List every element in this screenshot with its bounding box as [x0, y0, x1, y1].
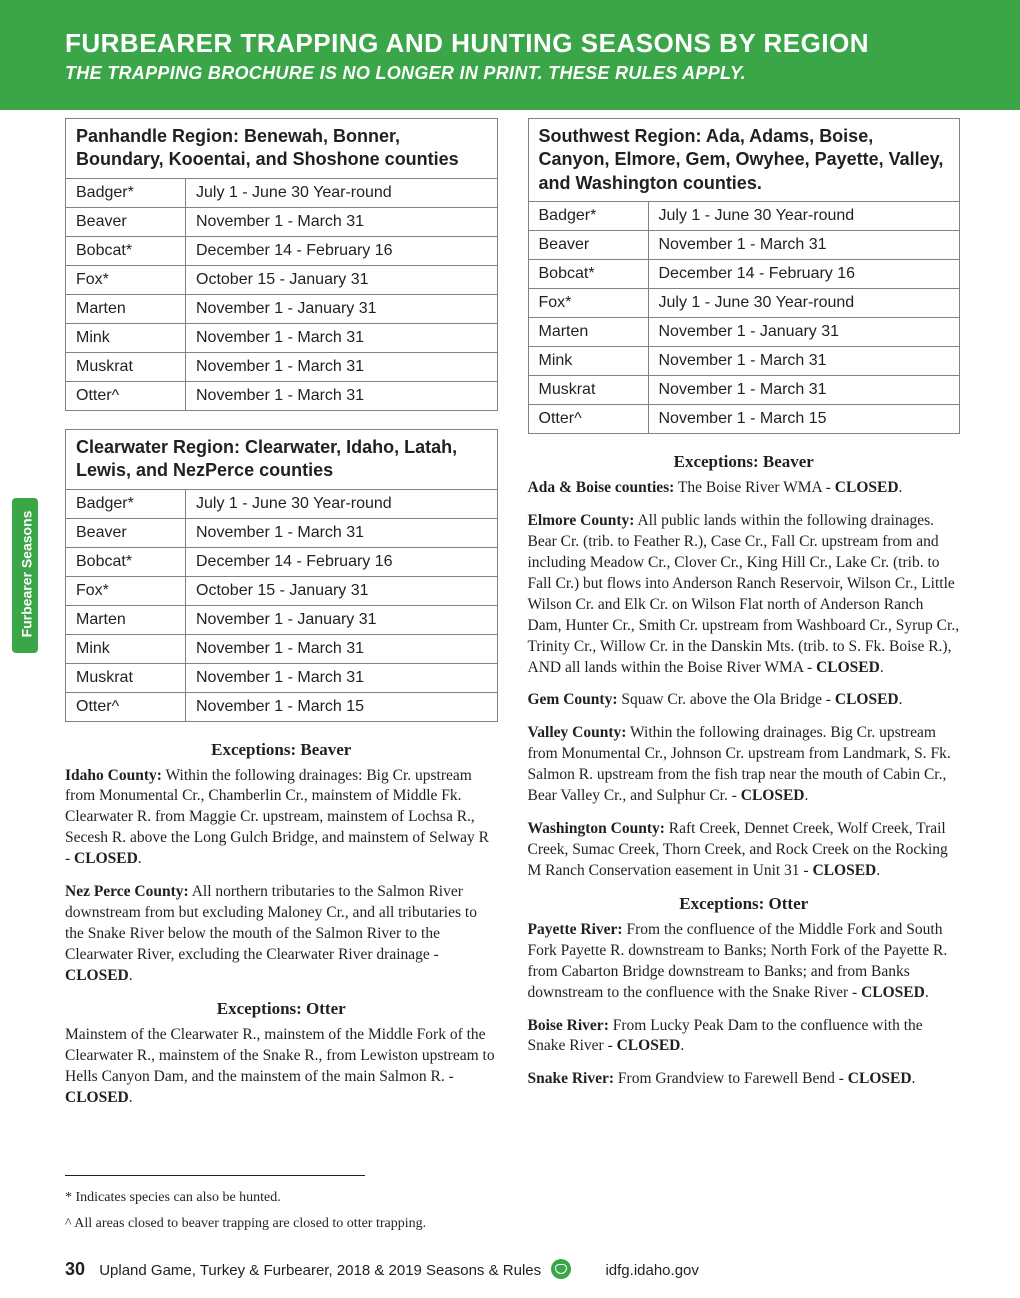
cw-otter: Mainstem of the Clearwater R., mainstem …: [65, 1025, 498, 1109]
table-row: MartenNovember 1 - January 31: [66, 605, 498, 634]
sw-snake: Snake River: From Grandview to Farewell …: [528, 1069, 961, 1090]
table-row: Fox*July 1 - June 30 Year-round: [528, 289, 960, 318]
table-row: Badger*July 1 - June 30 Year-round: [66, 178, 498, 207]
page-title: FURBEARER TRAPPING AND HUNTING SEASONS B…: [65, 28, 972, 59]
cw-beaver-nez: Nez Perce County: All northern tributari…: [65, 882, 498, 987]
table-row: Bobcat*December 14 - February 16: [528, 260, 960, 289]
table-row: MuskratNovember 1 - March 31: [66, 352, 498, 381]
sw-boise: Boise River: From Lucky Peak Dam to the …: [528, 1016, 961, 1058]
page-header: FURBEARER TRAPPING AND HUNTING SEASONS B…: [0, 0, 1020, 110]
side-tab-label: Furbearer Seasons: [19, 507, 35, 642]
table-row: MinkNovember 1 - March 31: [66, 634, 498, 663]
table-row: Bobcat*December 14 - February 16: [66, 236, 498, 265]
sw-payette: Payette River: From the confluence of th…: [528, 920, 961, 1004]
sw-gem: Gem County: Squaw Cr. above the Ola Brid…: [528, 690, 961, 711]
table-row: Fox*October 15 - January 31: [66, 576, 498, 605]
cw-beaver-idaho: Idaho County: Within the following drain…: [65, 766, 498, 871]
table-row: MartenNovember 1 - January 31: [528, 318, 960, 347]
page-subtitle: THE TRAPPING BROCHURE IS NO LONGER IN PR…: [65, 63, 972, 84]
idfg-logo-icon: [551, 1259, 571, 1279]
table-row: Bobcat*December 14 - February 16: [66, 547, 498, 576]
southwest-heading: Southwest Region: Ada, Adams, Boise, Can…: [528, 119, 960, 202]
page-footer: 30 Upland Game, Turkey & Furbearer, 2018…: [65, 1259, 960, 1280]
clearwater-table: Clearwater Region: Clearwater, Idaho, La…: [65, 429, 498, 722]
sw-wash: Washington County: Raft Creek, Dennet Cr…: [528, 819, 961, 882]
sw-valley: Valley County: Within the following drai…: [528, 723, 961, 807]
footnote-caret: ^ All areas closed to beaver trapping ar…: [65, 1216, 960, 1232]
sw-otter-exc-head: Exceptions: Otter: [528, 894, 961, 914]
table-row: MinkNovember 1 - March 31: [66, 323, 498, 352]
side-tab: Furbearer Seasons: [12, 498, 38, 653]
table-row: BeaverNovember 1 - March 31: [66, 518, 498, 547]
table-row: Otter^November 1 - March 15: [66, 692, 498, 721]
content: Panhandle Region: Benewah, Bonner, Bound…: [65, 118, 960, 1120]
table-row: Otter^November 1 - March 31: [66, 381, 498, 410]
table-row: MuskratNovember 1 - March 31: [66, 663, 498, 692]
footnotes: * Indicates species can also be hunted. …: [65, 1175, 960, 1242]
table-row: BeaverNovember 1 - March 31: [528, 231, 960, 260]
table-row: Badger*July 1 - June 30 Year-round: [66, 489, 498, 518]
sw-ada: Ada & Boise counties: The Boise River WM…: [528, 478, 961, 499]
sw-beaver-exc-head: Exceptions: Beaver: [528, 452, 961, 472]
left-column: Panhandle Region: Benewah, Bonner, Bound…: [65, 118, 498, 1120]
page-number: 30: [65, 1259, 85, 1279]
table-row: BeaverNovember 1 - March 31: [66, 207, 498, 236]
cw-otter-exc-head: Exceptions: Otter: [65, 999, 498, 1019]
right-column: Southwest Region: Ada, Adams, Boise, Can…: [528, 118, 961, 1120]
clearwater-heading: Clearwater Region: Clearwater, Idaho, La…: [66, 429, 498, 489]
panhandle-table: Panhandle Region: Benewah, Bonner, Bound…: [65, 118, 498, 411]
website: idfg.idaho.gov: [605, 1262, 698, 1279]
table-row: MartenNovember 1 - January 31: [66, 294, 498, 323]
panhandle-heading: Panhandle Region: Benewah, Bonner, Bound…: [66, 119, 498, 179]
footnote-star: * Indicates species can also be hunted.: [65, 1190, 960, 1206]
table-row: Fox*October 15 - January 31: [66, 265, 498, 294]
cw-beaver-exc-head: Exceptions: Beaver: [65, 740, 498, 760]
table-row: Badger*July 1 - June 30 Year-round: [528, 202, 960, 231]
footnote-rule: [65, 1175, 365, 1176]
table-row: Otter^November 1 - March 15: [528, 405, 960, 434]
table-row: MuskratNovember 1 - March 31: [528, 376, 960, 405]
southwest-table: Southwest Region: Ada, Adams, Boise, Can…: [528, 118, 961, 434]
sw-elmore: Elmore County: All public lands within t…: [528, 511, 961, 678]
table-row: MinkNovember 1 - March 31: [528, 347, 960, 376]
publication-title: Upland Game, Turkey & Furbearer, 2018 & …: [99, 1262, 541, 1279]
